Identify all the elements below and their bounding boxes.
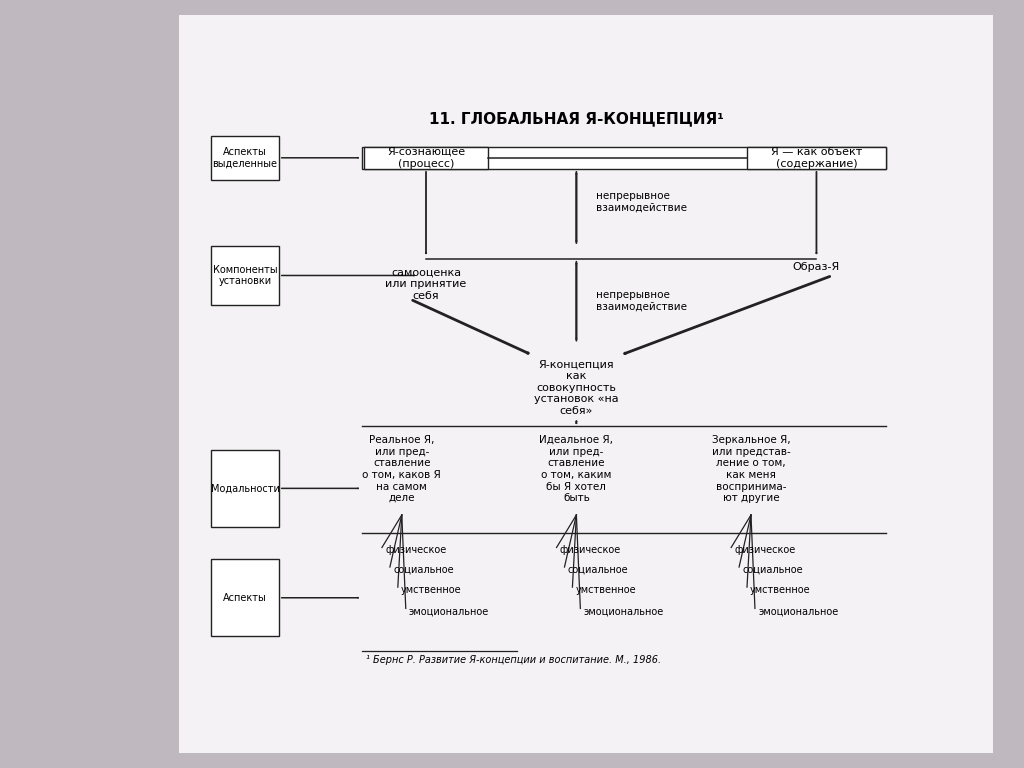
FancyBboxPatch shape <box>362 147 886 169</box>
Text: Зеркальное Я,
или представ-
ление о том,
как меня
воспринима-
ют другие: Зеркальное Я, или представ- ление о том,… <box>712 435 791 503</box>
Text: Я-сознающее
(процесс): Я-сознающее (процесс) <box>387 147 465 169</box>
Text: эмоциональное: эмоциональное <box>758 607 839 617</box>
Text: социальное: социальное <box>393 565 454 575</box>
Text: физическое: физическое <box>560 545 621 555</box>
Text: самооценка
или принятие
себя: самооценка или принятие себя <box>385 268 467 301</box>
FancyBboxPatch shape <box>748 147 886 169</box>
FancyBboxPatch shape <box>211 559 279 636</box>
FancyBboxPatch shape <box>211 450 279 527</box>
Text: Аспекты: Аспекты <box>223 593 267 603</box>
Text: Компоненты
установки: Компоненты установки <box>213 265 278 286</box>
Text: умственное: умственное <box>401 585 462 595</box>
FancyBboxPatch shape <box>365 147 487 169</box>
Text: социальное: социальное <box>567 565 629 575</box>
Text: Реальное Я,
или пред-
ставление
о том, каков Я
на самом
деле: Реальное Я, или пред- ставление о том, к… <box>362 435 441 503</box>
Text: физическое: физическое <box>385 545 446 555</box>
Text: эмоциональное: эмоциональное <box>409 607 489 617</box>
Text: 11. ГЛОБАЛЬНАЯ Я-КОНЦЕПЦИЯ¹: 11. ГЛОБАЛЬНАЯ Я-КОНЦЕПЦИЯ¹ <box>429 111 724 126</box>
Text: умственное: умственное <box>575 585 636 595</box>
Text: Модальности: Модальности <box>211 483 280 493</box>
Text: социальное: социальное <box>742 565 803 575</box>
Text: непрерывное
взаимодействие: непрерывное взаимодействие <box>596 290 687 312</box>
FancyBboxPatch shape <box>211 246 279 305</box>
Text: ¹ Бернс Р. Развитие Я-концепции и воспитание. М., 1986.: ¹ Бернс Р. Развитие Я-концепции и воспит… <box>367 655 662 665</box>
Text: физическое: физическое <box>734 545 796 555</box>
FancyBboxPatch shape <box>211 136 279 180</box>
Text: Аспекты
выделенные: Аспекты выделенные <box>213 147 278 169</box>
Text: Я — как объект
(содержание): Я — как объект (содержание) <box>771 147 862 169</box>
Text: эмоциональное: эмоциональное <box>584 607 664 617</box>
Text: непрерывное
взаимодействие: непрерывное взаимодействие <box>596 190 687 213</box>
Text: Образ-Я: Образ-Я <box>793 262 840 272</box>
Text: умственное: умственное <box>751 585 811 595</box>
Text: Я-концепция
как
совокупность
установок «на
себя»: Я-концепция как совокупность установок «… <box>535 359 618 416</box>
Text: Идеальное Я,
или пред-
ставление
о том, каким
бы Я хотел
быть: Идеальное Я, или пред- ставление о том, … <box>540 435 613 503</box>
